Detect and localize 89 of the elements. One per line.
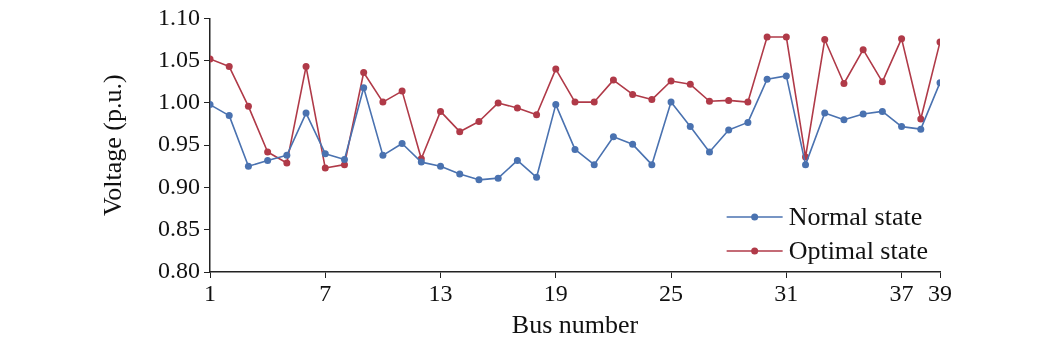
point: [571, 145, 579, 153]
point: [494, 99, 502, 107]
point: [225, 112, 233, 120]
x-tick-label: 31: [774, 279, 799, 306]
point: [590, 98, 598, 106]
point: [321, 164, 329, 172]
point: [840, 116, 848, 124]
point: [667, 77, 675, 85]
point: [744, 98, 752, 106]
y-tick-label: 0.90: [158, 172, 200, 199]
point: [782, 33, 790, 41]
point: [821, 109, 829, 117]
legend-label: Optimal state: [788, 235, 928, 265]
point: [513, 104, 521, 112]
point: [398, 87, 406, 95]
point: [705, 148, 713, 156]
point: [321, 150, 329, 158]
point: [898, 35, 906, 43]
point: [609, 76, 617, 84]
y-tick-label: 0.85: [158, 215, 200, 242]
point: [302, 63, 310, 71]
point: [859, 46, 867, 54]
point: [648, 161, 656, 169]
point: [667, 98, 675, 106]
point: [878, 107, 886, 115]
x-axis-title: Bus number: [511, 310, 639, 340]
y-tick-label: 1.10: [158, 3, 200, 30]
point: [360, 69, 368, 76]
point: [533, 111, 541, 119]
point: [456, 170, 464, 178]
x-tick-label: 39: [928, 279, 952, 306]
point: [494, 174, 502, 182]
point: [648, 96, 656, 104]
point: [244, 102, 252, 110]
point: [264, 156, 272, 164]
y-axis-title: Voltage (p.u.): [98, 74, 128, 217]
point: [513, 156, 521, 164]
point: [225, 63, 233, 71]
point: [552, 65, 560, 73]
point: [379, 151, 387, 159]
point: [878, 78, 886, 86]
x-tick-label: 25: [659, 279, 684, 306]
point: [475, 176, 483, 184]
point: [898, 123, 906, 131]
point: [340, 156, 348, 164]
point: [437, 162, 445, 170]
y-tick-label: 1.00: [158, 88, 200, 115]
x-tick-label: 37: [889, 279, 914, 306]
point: [705, 97, 713, 105]
x-tick-label: 1: [204, 279, 216, 306]
point: [533, 173, 541, 181]
point: [590, 161, 598, 169]
point: [360, 84, 368, 92]
point: [571, 98, 579, 106]
point: [302, 109, 310, 117]
y-tick-label: 1.05: [158, 45, 200, 72]
point: [686, 80, 694, 88]
point: [763, 75, 771, 83]
point: [283, 151, 291, 159]
point: [686, 123, 694, 131]
point: [456, 128, 464, 136]
point: [802, 161, 810, 169]
point: [840, 79, 848, 87]
point: [475, 118, 483, 126]
point: [629, 140, 637, 148]
point: [437, 107, 445, 115]
point: [725, 126, 733, 134]
point: [763, 33, 771, 41]
point: [283, 159, 291, 167]
point: [552, 101, 560, 109]
point: [398, 140, 406, 148]
point: [264, 148, 272, 156]
legend-label: Normal state: [788, 201, 923, 231]
y-tick-label: 0.95: [158, 130, 200, 157]
point: [629, 90, 637, 98]
x-tick-label: 7: [319, 279, 332, 306]
point: [782, 72, 790, 80]
point: [244, 162, 252, 170]
point: [609, 133, 617, 141]
point: [917, 125, 925, 133]
x-tick-label: 13: [428, 279, 453, 306]
point: [379, 98, 387, 106]
point: [725, 96, 733, 104]
point: [859, 110, 867, 118]
point: [917, 115, 925, 123]
x-tick-label: 19: [543, 279, 568, 306]
point: [821, 36, 829, 44]
point: [744, 118, 752, 126]
y-tick-label: 0.80: [158, 257, 200, 284]
